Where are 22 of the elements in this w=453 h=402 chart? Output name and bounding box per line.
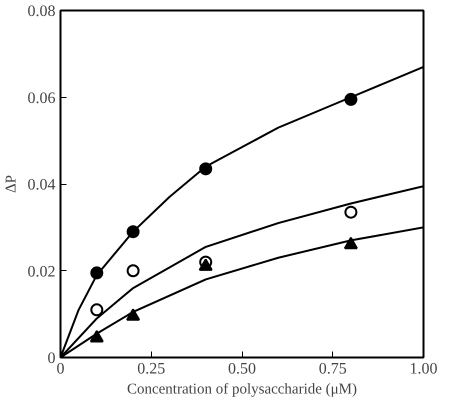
point (126, 264, 140, 278)
y-tick-label: 0 (48, 350, 56, 367)
x-tick-label: 0.25 (137, 360, 166, 378)
point (90, 330, 104, 342)
x-tick-label: 0.75 (318, 360, 347, 378)
y-tick-label: 0.02 (28, 263, 56, 280)
x-tick-label: 0.50 (228, 360, 256, 378)
x-axis-title: Concentration of polysaccharide (μM) (126, 382, 358, 398)
y-tick-label: 0.08 (28, 3, 56, 20)
point (344, 236, 358, 250)
point (126, 308, 140, 321)
point (344, 206, 358, 219)
point (90, 303, 104, 316)
y-tick-label: 0.04 (28, 176, 56, 194)
point (198, 258, 213, 271)
y-tick-label: 0.06 (28, 90, 56, 107)
x-tick-label: 1.00 (410, 360, 438, 378)
point (90, 266, 104, 280)
y-axis-title: ΔP (4, 174, 20, 193)
point (199, 162, 212, 176)
point (126, 225, 140, 238)
point (344, 92, 358, 106)
